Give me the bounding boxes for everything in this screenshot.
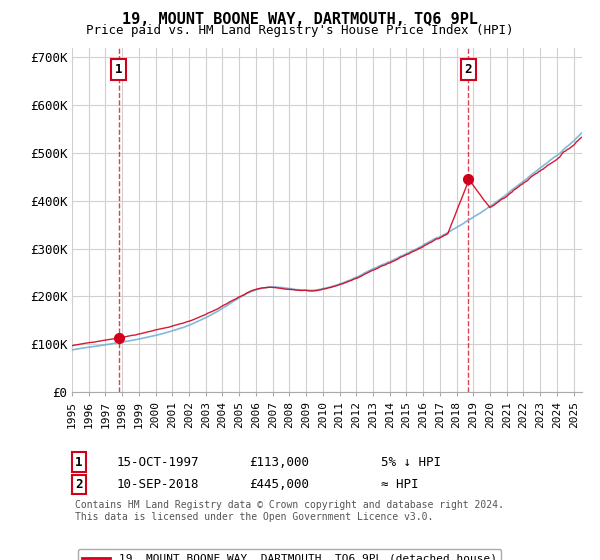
Text: This data is licensed under the Open Government Licence v3.0.: This data is licensed under the Open Gov… xyxy=(75,512,433,522)
Text: £445,000: £445,000 xyxy=(249,478,309,491)
Legend: 19, MOUNT BOONE WAY, DARTMOUTH, TQ6 9PL (detached house), HPI: Average price, de: 19, MOUNT BOONE WAY, DARTMOUTH, TQ6 9PL … xyxy=(77,549,501,560)
Text: Contains HM Land Registry data © Crown copyright and database right 2024.: Contains HM Land Registry data © Crown c… xyxy=(75,501,504,511)
Text: £113,000: £113,000 xyxy=(249,455,309,469)
Text: ≈ HPI: ≈ HPI xyxy=(381,478,419,491)
Text: 19, MOUNT BOONE WAY, DARTMOUTH, TQ6 9PL: 19, MOUNT BOONE WAY, DARTMOUTH, TQ6 9PL xyxy=(122,12,478,27)
Text: 1: 1 xyxy=(115,63,122,76)
Text: Price paid vs. HM Land Registry's House Price Index (HPI): Price paid vs. HM Land Registry's House … xyxy=(86,24,514,37)
Text: 2: 2 xyxy=(464,63,472,76)
Text: 5% ↓ HPI: 5% ↓ HPI xyxy=(381,455,441,469)
Text: 15-OCT-1997: 15-OCT-1997 xyxy=(117,455,199,469)
Text: 10-SEP-2018: 10-SEP-2018 xyxy=(117,478,199,491)
Text: 2: 2 xyxy=(75,478,83,491)
Text: 1: 1 xyxy=(75,455,83,469)
